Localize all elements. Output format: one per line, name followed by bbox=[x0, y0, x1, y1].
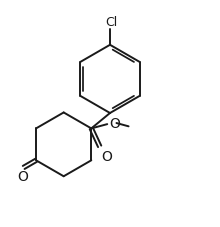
Text: O: O bbox=[101, 149, 112, 163]
Text: Cl: Cl bbox=[105, 16, 117, 29]
Text: O: O bbox=[17, 170, 28, 183]
Text: O: O bbox=[109, 116, 120, 131]
